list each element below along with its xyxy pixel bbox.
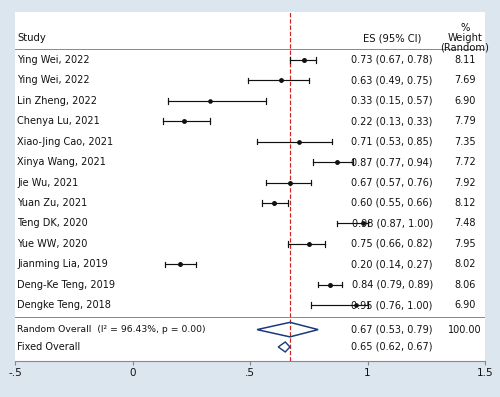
Point xyxy=(333,159,341,165)
Text: Ying Wei, 2022: Ying Wei, 2022 xyxy=(18,55,90,65)
Text: Lin Zheng, 2022: Lin Zheng, 2022 xyxy=(18,96,98,106)
Text: Dengke Teng, 2018: Dengke Teng, 2018 xyxy=(18,300,111,310)
Text: 0.20 (0.14, 0.27): 0.20 (0.14, 0.27) xyxy=(352,259,433,269)
Text: 7.69: 7.69 xyxy=(454,75,476,85)
Text: 7.48: 7.48 xyxy=(454,218,476,228)
Text: Ying Wei, 2022: Ying Wei, 2022 xyxy=(18,75,90,85)
Point xyxy=(296,139,304,145)
Text: 7.95: 7.95 xyxy=(454,239,476,249)
Point xyxy=(326,281,334,288)
Text: 7.92: 7.92 xyxy=(454,177,476,187)
Text: 8.06: 8.06 xyxy=(454,279,475,290)
Text: Teng DK, 2020: Teng DK, 2020 xyxy=(18,218,88,228)
Text: Jie Wu, 2021: Jie Wu, 2021 xyxy=(18,177,78,187)
Text: Study: Study xyxy=(18,33,46,43)
Text: 0.73 (0.67, 0.78): 0.73 (0.67, 0.78) xyxy=(352,55,433,65)
Point xyxy=(270,200,278,206)
Text: Deng-Ke Teng, 2019: Deng-Ke Teng, 2019 xyxy=(18,279,116,290)
Text: %: % xyxy=(460,23,469,33)
Text: ES (95% CI): ES (95% CI) xyxy=(363,33,422,43)
Text: 8.02: 8.02 xyxy=(454,259,476,269)
Text: 7.72: 7.72 xyxy=(454,157,476,167)
Text: Xiao-Jing Cao, 2021: Xiao-Jing Cao, 2021 xyxy=(18,137,114,146)
Point xyxy=(352,302,360,308)
Text: Random Overall  (I² = 96.43%, p = 0.00): Random Overall (I² = 96.43%, p = 0.00) xyxy=(18,325,206,334)
Text: Yue WW, 2020: Yue WW, 2020 xyxy=(18,239,87,249)
Text: (Random): (Random) xyxy=(440,42,490,53)
Text: 0.84 (0.79, 0.89): 0.84 (0.79, 0.89) xyxy=(352,279,433,290)
Text: Jianming Lia, 2019: Jianming Lia, 2019 xyxy=(18,259,108,269)
Point xyxy=(206,98,214,104)
Text: 6.90: 6.90 xyxy=(454,300,475,310)
Point xyxy=(180,118,188,124)
Text: 0.75 (0.66, 0.82): 0.75 (0.66, 0.82) xyxy=(352,239,433,249)
Point xyxy=(300,57,308,63)
Text: 6.90: 6.90 xyxy=(454,96,475,106)
Text: 0.67 (0.57, 0.76): 0.67 (0.57, 0.76) xyxy=(352,177,433,187)
Point xyxy=(359,220,367,227)
Text: Fixed Overall: Fixed Overall xyxy=(18,342,80,352)
Text: 0.87 (0.77, 0.94): 0.87 (0.77, 0.94) xyxy=(352,157,433,167)
Text: 0.33 (0.15, 0.57): 0.33 (0.15, 0.57) xyxy=(352,96,433,106)
Text: Weight: Weight xyxy=(448,33,482,43)
Point xyxy=(176,261,184,268)
Point xyxy=(286,179,294,186)
Text: 0.60 (0.55, 0.66): 0.60 (0.55, 0.66) xyxy=(352,198,433,208)
Text: 0.67 (0.53, 0.79): 0.67 (0.53, 0.79) xyxy=(352,325,433,335)
Text: 0.98 (0.87, 1.00): 0.98 (0.87, 1.00) xyxy=(352,218,433,228)
Text: 8.11: 8.11 xyxy=(454,55,475,65)
Text: 7.35: 7.35 xyxy=(454,137,476,146)
Text: Yuan Zu, 2021: Yuan Zu, 2021 xyxy=(18,198,87,208)
Text: 8.12: 8.12 xyxy=(454,198,476,208)
Text: 0.71 (0.53, 0.85): 0.71 (0.53, 0.85) xyxy=(352,137,433,146)
Text: Chenya Lu, 2021: Chenya Lu, 2021 xyxy=(18,116,100,126)
Text: 0.22 (0.13, 0.33): 0.22 (0.13, 0.33) xyxy=(352,116,433,126)
Point xyxy=(305,241,313,247)
Text: 0.63 (0.49, 0.75): 0.63 (0.49, 0.75) xyxy=(352,75,433,85)
Text: 7.79: 7.79 xyxy=(454,116,476,126)
Text: 0.95 (0.76, 1.00): 0.95 (0.76, 1.00) xyxy=(352,300,433,310)
Text: 100.00: 100.00 xyxy=(448,325,482,335)
Text: 0.65 (0.62, 0.67): 0.65 (0.62, 0.67) xyxy=(352,342,433,352)
Text: Xinya Wang, 2021: Xinya Wang, 2021 xyxy=(18,157,106,167)
Point xyxy=(276,77,284,83)
